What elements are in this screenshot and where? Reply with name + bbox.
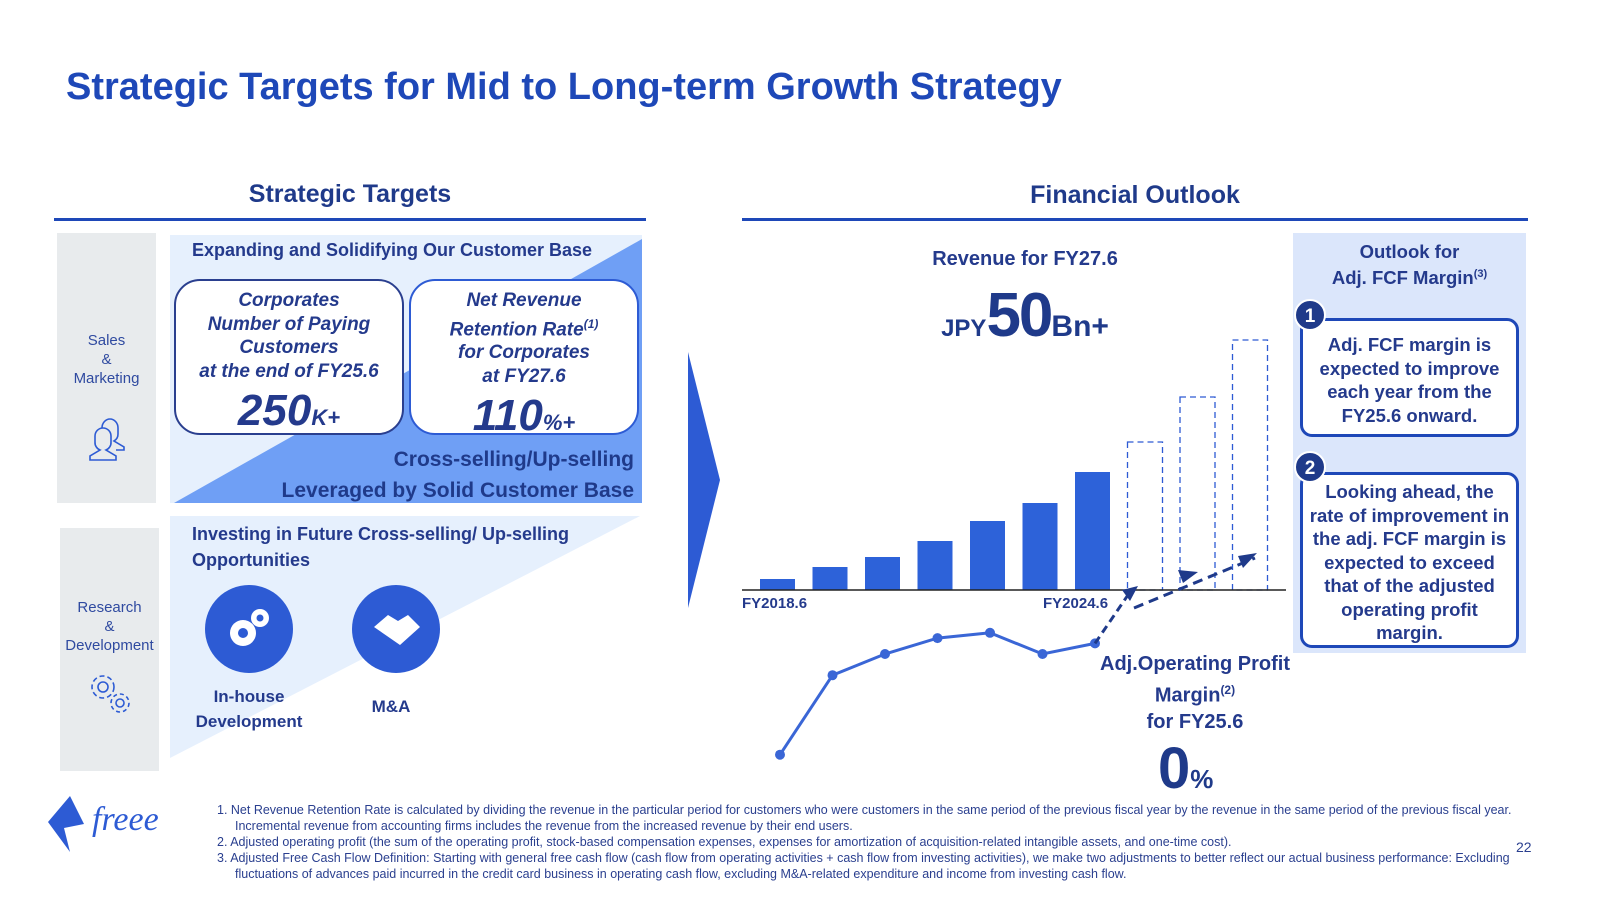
card-text: Corporates bbox=[238, 290, 340, 311]
margin-value: 0 bbox=[1158, 736, 1191, 801]
footnote: 2. Adjusted operating profit (the sum of… bbox=[217, 835, 1232, 849]
card-unit: %+ bbox=[542, 410, 576, 436]
margin-point bbox=[1037, 649, 1048, 659]
margin-point bbox=[827, 670, 838, 681]
gears-icon bbox=[90, 675, 130, 713]
revenue-bar bbox=[760, 579, 795, 590]
investing-heading: Investing in Future Cross-selling/ Up-se… bbox=[192, 521, 569, 573]
label-line: for FY25.6 bbox=[1146, 710, 1244, 733]
footnote: 3. Adjusted Free Cash Flow Definition: S… bbox=[217, 851, 1510, 881]
revenue-forecast-bar bbox=[1126, 441, 1164, 591]
financial-outlook-heading: Financial Outlook bbox=[1030, 181, 1240, 209]
paying-customers-card: Corporates Number of Paying Customers at… bbox=[174, 279, 404, 435]
side-label: Sales bbox=[87, 332, 126, 349]
divider bbox=[54, 218, 646, 221]
fcf-point-1: Adj. FCF margin is expected to improve e… bbox=[1300, 318, 1519, 437]
footnote-ref: (1) bbox=[583, 316, 599, 331]
margin-point bbox=[985, 627, 995, 638]
strategic-targets-heading: Strategic Targets bbox=[248, 180, 452, 208]
label-line: Margin bbox=[1154, 684, 1221, 707]
side-label: Development bbox=[65, 637, 154, 654]
margin-point bbox=[932, 633, 943, 644]
revenue-bar bbox=[1075, 472, 1110, 590]
side-label: Marketing bbox=[73, 370, 140, 387]
arrow-head bbox=[1122, 586, 1138, 601]
revenue-value: 50 bbox=[986, 281, 1053, 350]
svg-text:freee: freee bbox=[92, 801, 159, 838]
investing-line: Investing in Future Cross-selling/ Up-se… bbox=[192, 524, 570, 544]
card-value: 250 bbox=[237, 386, 312, 435]
cross-selling-line: Leveraged by Solid Customer Base bbox=[281, 479, 634, 502]
page-title: Strategic Targets for Mid to Long-term G… bbox=[66, 66, 1062, 108]
inhouse-gear-icon bbox=[205, 585, 293, 673]
retention-rate-card: Net Revenue Retention Rate(1) for Corpor… bbox=[409, 279, 639, 440]
card-text: Number of Paying bbox=[207, 313, 371, 335]
investing-line: Opportunities bbox=[192, 550, 310, 570]
revenue-bar bbox=[1022, 503, 1058, 590]
card-unit: K+ bbox=[311, 405, 341, 430]
currency: JPY bbox=[941, 315, 987, 342]
cross-selling-line: Cross-selling/Up-selling bbox=[393, 448, 634, 471]
card-text: for Corporates bbox=[458, 342, 590, 364]
label-line: Adj.Operating Profit bbox=[1100, 653, 1290, 675]
revenue-forecast-bar bbox=[1231, 339, 1269, 591]
side-label: Research bbox=[77, 599, 142, 616]
margin-target: 0% bbox=[1158, 735, 1213, 802]
sales-marketing-panel: Sales & Marketing bbox=[57, 233, 156, 503]
divider bbox=[742, 218, 1528, 221]
card-text: Customers bbox=[239, 337, 339, 358]
fcf-arrow bbox=[1133, 556, 1256, 610]
ma-label: M&A bbox=[371, 697, 411, 716]
footnote-ref: (3) bbox=[1473, 268, 1488, 280]
x-label-start: FY2018.6 bbox=[742, 595, 808, 612]
margin-point bbox=[880, 649, 890, 659]
freee-logo: freee bbox=[40, 792, 200, 857]
side-label: & bbox=[104, 618, 115, 635]
label-line: Outlook for bbox=[1359, 241, 1460, 262]
card-text: Net Revenue bbox=[466, 290, 582, 311]
revenue-bar bbox=[970, 521, 1005, 590]
fcf-point-2: Looking ahead, the rate of improvement i… bbox=[1300, 472, 1519, 648]
fcf-heading: Outlook for Adj. FCF Margin(3) bbox=[1293, 240, 1526, 289]
page-number: 22 bbox=[1516, 839, 1532, 855]
margin-unit: % bbox=[1190, 764, 1214, 794]
margin-label: Adj.Operating Profit Margin(2) for FY25.… bbox=[1085, 651, 1305, 735]
arrow-head bbox=[1178, 570, 1198, 583]
people-icon bbox=[88, 418, 125, 461]
arrow-head bbox=[1238, 553, 1257, 568]
customer-base-heading: Expanding and Solidifying Our Customer B… bbox=[192, 240, 593, 260]
revenue-bar bbox=[812, 567, 848, 590]
number-badge-2: 2 bbox=[1294, 451, 1326, 483]
x-label-end: FY2024.6 bbox=[1043, 595, 1109, 612]
revenue-label: Revenue for FY27.6 bbox=[932, 248, 1118, 270]
card-text: Retention Rate bbox=[449, 318, 584, 340]
revenue-target: JPY50Bn+ bbox=[900, 280, 1150, 351]
footnotes: 1. Net Revenue Retention Rate is calcula… bbox=[217, 802, 1517, 882]
footnote-ref: (2) bbox=[1220, 683, 1236, 697]
revenue-bar bbox=[917, 541, 953, 590]
inhouse-label: In-house Development bbox=[180, 684, 318, 734]
card-text: at the end of FY25.6 bbox=[199, 360, 379, 382]
chevron-arrow bbox=[688, 352, 720, 608]
label-line: Adj. FCF Margin bbox=[1331, 267, 1474, 289]
margin-line bbox=[778, 631, 1096, 756]
research-development-panel: Research & Development bbox=[60, 528, 159, 771]
revenue-forecast-bar bbox=[1179, 396, 1216, 591]
card-value: 110 bbox=[472, 391, 543, 441]
footnote: 1. Net Revenue Retention Rate is calcula… bbox=[217, 803, 1512, 833]
revenue-bar bbox=[865, 557, 900, 590]
side-label: & bbox=[101, 351, 112, 368]
handshake-icon bbox=[352, 585, 440, 673]
card-text: at FY27.6 bbox=[482, 365, 566, 387]
number-badge-1: 1 bbox=[1294, 299, 1326, 331]
label-line: In-house bbox=[213, 687, 285, 706]
cross-selling-text: Cross-selling/Up-selling Leveraged by So… bbox=[282, 444, 634, 506]
revenue-suffix: Bn+ bbox=[1051, 310, 1109, 343]
margin-point bbox=[775, 749, 785, 760]
margin-point bbox=[1090, 638, 1100, 649]
label-line: Development bbox=[195, 712, 303, 731]
